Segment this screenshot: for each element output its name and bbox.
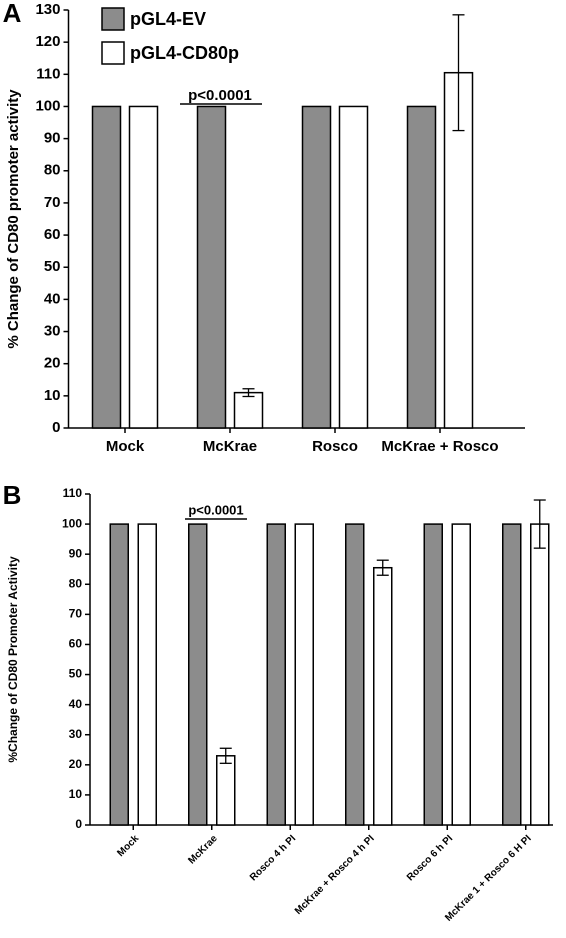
y-tick-label: 50 <box>44 258 61 275</box>
y-tick-label: 110 <box>36 65 60 82</box>
legend-label: pGL4-EV <box>130 9 206 29</box>
y-tick-label: 10 <box>69 787 83 801</box>
bar <box>338 105 369 429</box>
x-tick-label: McKrae <box>203 438 257 455</box>
bar <box>266 523 286 826</box>
bar <box>423 523 443 826</box>
y-axis-label: %Change of CD80 Promoter Activity <box>6 556 20 763</box>
bar <box>406 105 437 429</box>
y-tick-label: 30 <box>69 727 83 741</box>
legend-label: pGL4-CD80p <box>130 43 239 63</box>
y-tick-label: 40 <box>44 290 61 307</box>
x-tick-label: McKrae + Rosco <box>381 438 498 455</box>
x-tick-label: Mock <box>106 438 145 455</box>
error-bar <box>219 747 232 764</box>
bar <box>345 523 365 826</box>
error-bar <box>376 559 389 576</box>
y-tick-label: 90 <box>44 130 61 147</box>
y-tick-label: 30 <box>44 323 61 340</box>
y-tick-label: 60 <box>69 637 83 651</box>
x-tick-label: Rosco 4 h PI <box>248 833 298 883</box>
x-tick-label: McKrae <box>186 833 220 867</box>
y-tick-label: 40 <box>69 697 83 711</box>
bar <box>373 566 393 826</box>
annotation: p<0.0001 <box>188 502 243 517</box>
bar <box>502 523 522 826</box>
y-tick-label: 110 <box>63 486 83 500</box>
x-tick-label: Rosco <box>312 438 358 455</box>
error-bar <box>452 14 465 132</box>
y-tick-label: 100 <box>35 97 60 114</box>
legend-swatch <box>101 7 125 31</box>
legend-swatch <box>101 41 125 65</box>
y-tick-label: 80 <box>44 162 61 179</box>
bar <box>137 523 157 826</box>
bar <box>301 105 332 429</box>
y-tick-label: 100 <box>62 516 82 530</box>
y-tick-label: 90 <box>69 546 83 560</box>
bar <box>233 391 264 429</box>
panel-label: B <box>3 480 22 510</box>
x-tick-label: Rosco 6 h PI <box>405 833 455 883</box>
bar <box>196 105 227 429</box>
bar <box>216 755 236 826</box>
y-tick-label: 20 <box>69 757 83 771</box>
x-tick-label: McKrae + Rosco 4 h PI <box>293 833 377 917</box>
error-bar <box>242 388 255 398</box>
y-tick-label: 0 <box>75 817 82 831</box>
x-tick-label: McKrae 1 + Rosco 6 H PI <box>443 833 534 924</box>
error-bar <box>533 499 546 549</box>
y-tick-label: 0 <box>52 419 60 436</box>
y-tick-label: 70 <box>69 607 83 621</box>
bar <box>188 523 208 826</box>
y-tick-label: 70 <box>44 194 61 211</box>
y-tick-label: 50 <box>69 667 83 681</box>
bar <box>294 523 314 826</box>
bar <box>91 105 122 429</box>
annotation: p<0.0001 <box>188 87 252 104</box>
panel-label: A <box>3 0 22 28</box>
bar <box>530 523 550 826</box>
x-tick-label: Mock <box>115 833 141 859</box>
bar <box>109 523 129 826</box>
y-axis-label: % Change of CD80 promoter activity <box>5 89 22 349</box>
y-tick-label: 20 <box>44 355 61 372</box>
y-tick-label: 60 <box>44 226 61 243</box>
y-tick-label: 130 <box>35 1 60 18</box>
bar <box>443 71 474 429</box>
y-tick-label: 10 <box>44 387 61 404</box>
bar <box>128 105 159 429</box>
bar <box>451 523 471 826</box>
y-tick-label: 120 <box>35 33 60 50</box>
y-tick-label: 80 <box>69 576 83 590</box>
